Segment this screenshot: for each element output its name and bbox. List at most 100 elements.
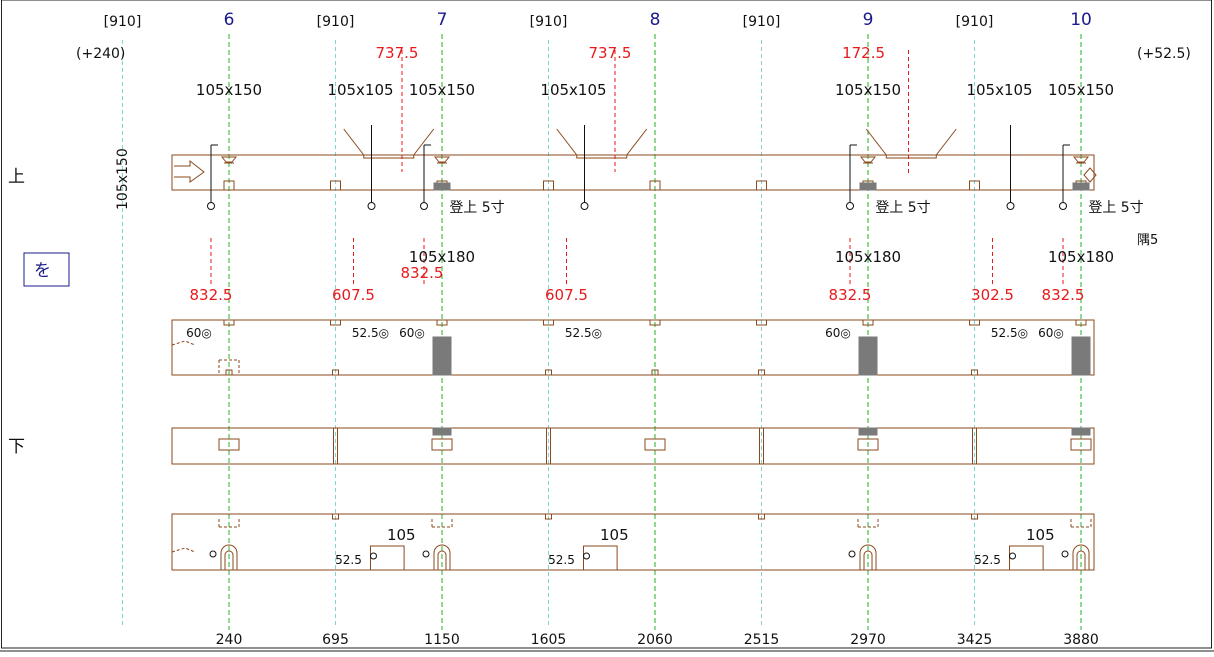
joint-details <box>171 50 1097 571</box>
brace-plate-2 <box>885 154 937 159</box>
beam1-dovetail-1 <box>433 156 451 164</box>
brace-left-2 <box>865 128 887 156</box>
beam2-post-0 <box>432 336 452 376</box>
axis-tick-label-6: 2970 <box>850 632 886 648</box>
leader-circle-2 <box>420 202 429 210</box>
red-top-label-0: 737.5 <box>376 44 419 62</box>
axis-tick-label-4: 2060 <box>637 632 673 648</box>
beam2-post-1 <box>858 336 878 376</box>
beam2-bot-notch-3 <box>545 369 553 376</box>
beam1-arrow <box>174 159 205 183</box>
red-mid-label-1: 607.5 <box>332 286 375 304</box>
red-top-label-2: 172.5 <box>842 44 885 62</box>
red-mid-label-3: 832.5 <box>829 286 872 304</box>
beam-2 <box>171 319 1095 376</box>
beam2-bot-notch-4 <box>651 369 659 376</box>
plate-offset-label-2: 52.5 <box>974 553 1001 567</box>
grid-header-minor-3: [910] <box>743 14 781 30</box>
brace-plate-0 <box>363 154 415 159</box>
beam2-hole-label-0: 60◎ <box>186 326 212 340</box>
beam2-top-notch-0 <box>223 319 235 326</box>
beam2-top-notch-5 <box>756 319 768 326</box>
red-mid-upper-label-0: 832.5 <box>401 264 444 282</box>
beam3-post-1 <box>858 427 878 436</box>
top-section-label-5: 105x105 <box>966 81 1032 99</box>
beam2-hole-label-6: 60◎ <box>1038 326 1064 340</box>
corner-note: 隅5 <box>1137 233 1158 248</box>
beam2-bot-notch-7 <box>971 369 979 376</box>
top-section-label-4: 105x150 <box>835 81 901 99</box>
marker-label[interactable]: を <box>34 261 51 281</box>
beam1-post-0 <box>433 182 451 191</box>
beam3-box-8 <box>1070 438 1092 451</box>
labels: [910] [910] [910] [910] [910] 6 7 8 9 10 240 695 115… <box>104 10 1144 648</box>
beam3-box-4 <box>644 438 666 451</box>
brace-right-1 <box>626 128 648 156</box>
beam4-dashed-end <box>171 547 196 553</box>
grid-lines <box>121 34 1082 630</box>
top-section-label-3: 105x105 <box>540 81 606 99</box>
plate-dim-label-2: 105 <box>1026 526 1055 544</box>
leader-circle-6 <box>1059 202 1068 210</box>
beam4-dashed-2 <box>857 517 879 528</box>
row-label-lower: 下 <box>8 437 25 457</box>
beam1-notch-4 <box>649 180 661 191</box>
red-mid-label-4: 302.5 <box>971 286 1014 304</box>
leader-circle-4 <box>846 202 855 210</box>
climb-label-1: 登上 5寸 <box>875 200 930 216</box>
grid-header-minor-0: [910] <box>104 14 142 30</box>
beam4-dashed-3 <box>1070 517 1092 528</box>
plate-offset-label-1: 52.5 <box>548 553 575 567</box>
leader-circle-3 <box>580 202 589 210</box>
brace-right-2 <box>935 128 957 156</box>
beam2-dashed-end <box>171 340 196 346</box>
axis-tick-label-2: 1150 <box>424 632 460 648</box>
offset-right: (+52.5) <box>1137 46 1191 62</box>
mid-section-label-1: 105x180 <box>835 248 901 266</box>
beam1-dovetail-0 <box>220 156 238 164</box>
beam2-bot-notch-0 <box>225 369 233 376</box>
beam2-hole-label-1: 52.5◎ <box>352 326 389 340</box>
beam3-box-6 <box>857 438 879 451</box>
top-section-label-1: 105x105 <box>327 81 393 99</box>
beam4-anchor-hole-1 <box>422 550 430 558</box>
beam4-dashed-0 <box>218 517 240 528</box>
grid-header-major-2: 8 <box>650 10 661 30</box>
red-mid-label-0: 832.5 <box>190 286 233 304</box>
leader-circle-5 <box>1006 202 1015 210</box>
beam1-notch-7 <box>969 180 981 191</box>
beam4-notch-5 <box>758 513 766 520</box>
beam2-hole-label-4: 60◎ <box>825 326 851 340</box>
marker-box[interactable] <box>23 252 70 287</box>
beam4-anchor-3 <box>1072 544 1090 570</box>
beam4-anchor-2 <box>859 544 877 570</box>
offset-left: (+240) <box>76 46 125 62</box>
grid-header-minor-1: [910] <box>317 14 355 30</box>
leader-circle-1 <box>367 202 376 210</box>
beam2-bot-notch-1 <box>332 369 340 376</box>
axis-tick-label-0: 240 <box>216 632 243 648</box>
top-section-label-6: 105x150 <box>1048 81 1114 99</box>
beam4-plate-2 <box>1009 545 1044 571</box>
beam2-hole-label-3: 52.5◎ <box>565 326 602 340</box>
beam2-post-2 <box>1071 336 1091 376</box>
beam4-notch-3 <box>545 513 553 520</box>
beam2-top-notch-7 <box>969 319 981 326</box>
axis-tick-label-3: 1605 <box>531 632 567 648</box>
grid-header-major-0: 6 <box>224 10 235 30</box>
beam2-top-notch-3 <box>543 319 555 326</box>
beam2-top-notch-2 <box>436 319 448 326</box>
beam4-plate-hole-0 <box>370 552 378 560</box>
beam2-hole-label-5: 52.5◎ <box>991 326 1028 340</box>
beam1-notch-0 <box>223 180 235 191</box>
red-mid-label-2: 607.5 <box>545 286 588 304</box>
axis-tick-label-7: 3425 <box>957 632 993 648</box>
plate-dim-label-0: 105 <box>387 526 416 544</box>
row-label-upper: 上 <box>8 167 25 187</box>
plate-offset-label-0: 52.5 <box>335 553 362 567</box>
beam2-top-notch-6 <box>862 319 874 326</box>
grid-header-major-1: 7 <box>437 10 448 30</box>
beam-4 <box>171 513 1095 571</box>
beam1-diamond <box>1083 167 1097 183</box>
